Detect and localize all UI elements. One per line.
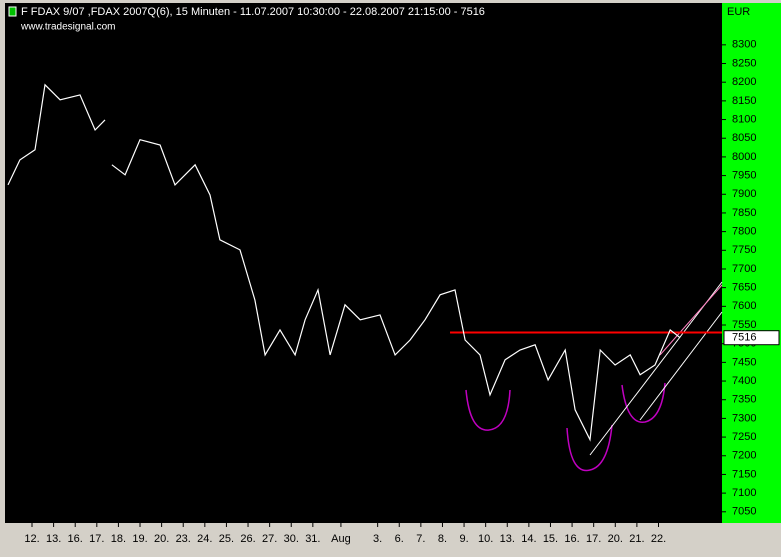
x-tick-label: 20. [608,533,623,545]
x-tick-label: 13. [46,533,61,545]
arc [621,382,666,423]
x-tick-label: 19. [132,533,147,545]
y-tick-label: 8100 [732,113,756,125]
x-tick-label: 3. [373,533,382,545]
price-line [111,138,681,442]
arc [465,389,511,431]
x-tick-label: 20. [154,533,169,545]
x-tick-label: Aug [331,533,351,545]
y-tick-label: 7900 [732,188,756,200]
y-tick-label: 7350 [732,394,756,406]
chart-subtitle: www.tradesignal.com [20,22,115,33]
x-tick-label: 9. [459,533,468,545]
x-tick-label: 16. [564,533,579,545]
y-tick-label: 7950 [732,169,756,181]
x-tick-label: 17. [586,533,601,545]
y-tick-label: 8000 [732,151,756,163]
y-tick-label: 7250 [732,431,756,443]
x-tick-label: 8. [438,533,447,545]
y-tick-label: 7550 [732,319,756,331]
y-tick-label: 7100 [732,487,756,499]
y-tick-label: 8250 [732,57,756,69]
trend-channel [589,281,723,456]
y-tick-label: 7050 [732,506,756,518]
y-tick-label: 8150 [732,95,756,107]
x-tick-label: 30. [284,533,299,545]
x-tick-label: 7. [416,533,425,545]
x-tick-label: 17. [89,533,104,545]
y-tick-label: 7150 [732,468,756,480]
y-tick-label: 7300 [732,412,756,424]
y-tick-label: 7450 [732,356,756,368]
last-value-box [723,330,780,346]
x-tick-label: 13. [500,533,515,545]
arc [566,424,613,472]
symbol-icon[interactable] [8,6,17,17]
y-tick-label: 7400 [732,375,756,387]
y-axis-area [722,3,781,523]
y-tick-label: 7800 [732,226,756,238]
x-tick-label: 24. [197,533,212,545]
y-tick-label: 7650 [732,282,756,294]
x-tick-label: 15. [543,533,558,545]
y-tick-label: 8300 [732,39,756,51]
x-tick-label: 26. [240,533,255,545]
x-tick-label: 31. [305,533,320,545]
y-tick-label: 7200 [732,450,756,462]
channel-line [639,311,723,421]
y-tick-label: 7700 [732,263,756,275]
chart-title: F FDAX 9/07 ,FDAX 2007Q(6), 15 Minuten -… [21,6,485,18]
y-tick-label: 8200 [732,76,756,88]
pattern-arcs [465,382,666,472]
x-tick-label: 27. [262,533,277,545]
channel-line [659,284,723,356]
x-tick-label: 23. [176,533,191,545]
y-tick-label: 7850 [732,207,756,219]
x-tick-label: 6. [395,533,404,545]
x-tick-label: 25. [219,533,234,545]
y-tick-label: 7600 [732,300,756,312]
y-axis-label: EUR [727,6,750,18]
y-tick-label: 8050 [732,132,756,144]
last-value-label: 7516 [732,332,756,344]
x-tick-label: 10. [478,533,493,545]
x-tick-label: 18. [111,533,126,545]
x-tick-label: 21. [629,533,644,545]
x-tick-label: 22. [651,533,666,545]
x-tick-label: 16. [68,533,83,545]
y-tick-label: 7750 [732,244,756,256]
x-tick-label: 14. [521,533,536,545]
x-tick-label: 12. [24,533,39,545]
price-line [7,83,106,186]
channel-line [589,281,723,456]
plot-area [5,3,722,523]
